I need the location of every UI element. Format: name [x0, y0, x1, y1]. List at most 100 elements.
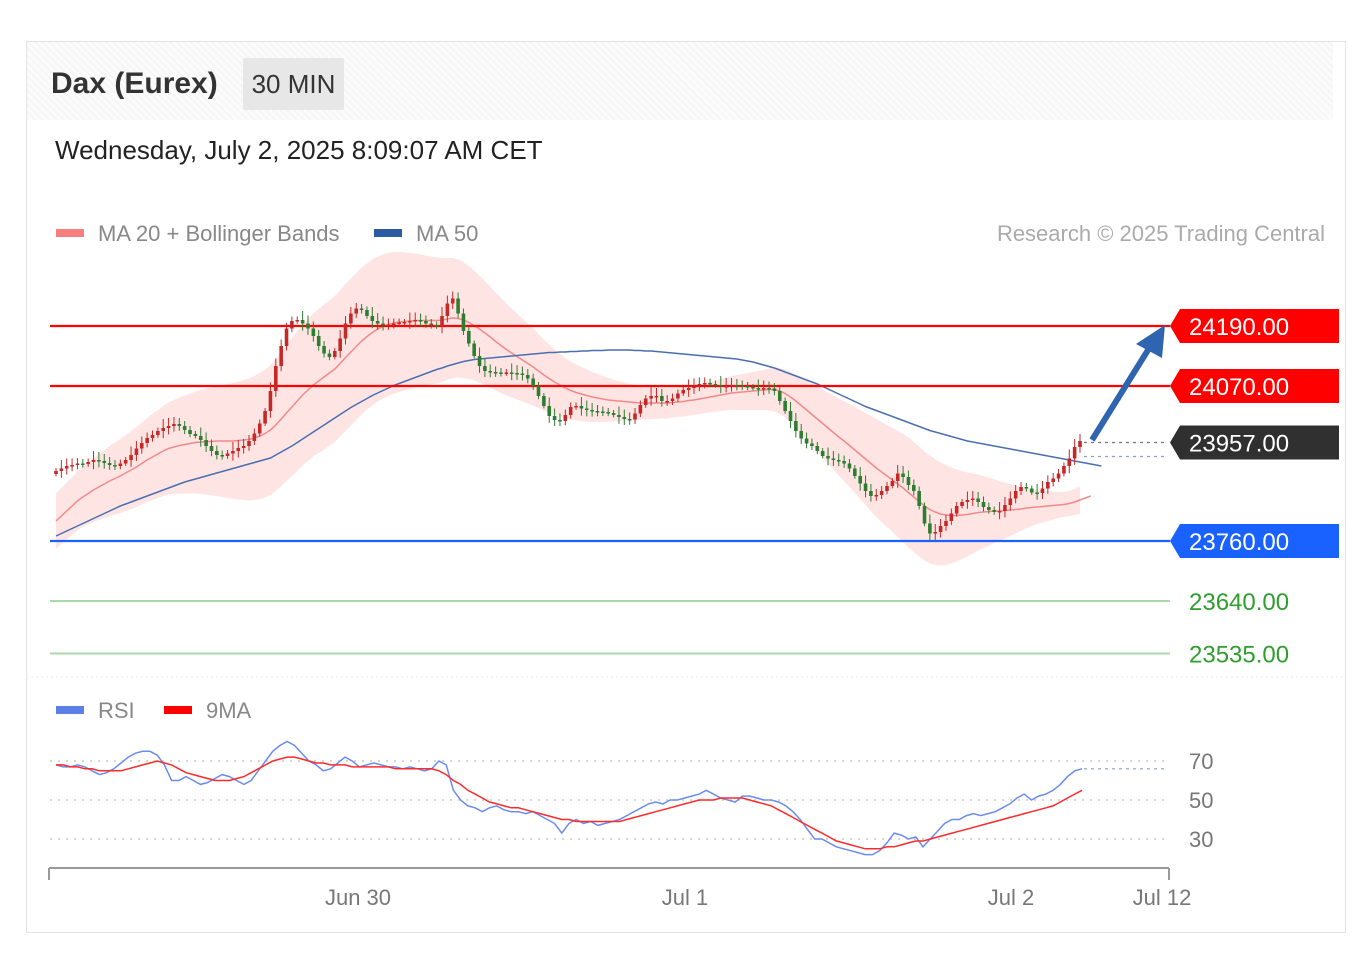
candle-body	[542, 396, 546, 406]
candle-body	[917, 491, 921, 506]
candle-body	[349, 313, 353, 324]
candle-body	[456, 298, 460, 314]
level-label-2: 23957.00	[1189, 431, 1289, 458]
candle-body	[332, 351, 337, 357]
candle-body	[847, 463, 852, 469]
candle-body	[584, 408, 589, 410]
forecast-arrow-head	[1136, 325, 1165, 358]
candle-body	[472, 343, 476, 356]
candle-body	[965, 500, 970, 502]
candle-body	[231, 451, 235, 454]
candle-body	[767, 388, 771, 390]
candle-body	[263, 411, 267, 424]
candle-body	[139, 443, 144, 449]
candle-body	[102, 461, 107, 463]
candle-body	[735, 385, 739, 387]
candle-body	[799, 431, 804, 439]
candle-body	[901, 473, 905, 477]
candle-body	[1003, 505, 1007, 511]
candle-body	[477, 356, 482, 366]
candle-body	[853, 468, 857, 476]
candle-body	[601, 411, 605, 413]
level-tag-0	[1170, 309, 1339, 343]
candle-body	[1051, 478, 1055, 482]
candle-body	[198, 436, 203, 440]
level-label-5: 23535.00	[1189, 642, 1289, 669]
legend-9ma-label: 9MA	[206, 698, 252, 723]
candle-body	[397, 322, 401, 324]
candle-body	[772, 388, 777, 391]
candle-body	[343, 323, 348, 339]
candle-body	[1056, 473, 1061, 479]
candle-body	[391, 323, 396, 325]
candle-body	[820, 451, 825, 456]
candle-body	[740, 385, 745, 387]
candle-body	[997, 511, 1002, 513]
chart-header: Dax (Eurex) 30 MIN	[27, 42, 1333, 120]
candle-body	[670, 398, 675, 401]
candle-body	[928, 523, 932, 534]
candle-body	[295, 320, 300, 322]
instrument-title: Dax (Eurex)	[51, 67, 218, 100]
legend-swatch-9ma	[164, 706, 192, 714]
candle-body	[236, 448, 241, 451]
candle-body	[113, 465, 117, 467]
candle-body	[960, 502, 964, 506]
candle-body	[182, 426, 187, 430]
candle-body	[654, 396, 659, 398]
candle-body	[863, 483, 868, 491]
candle-body	[381, 323, 385, 325]
candle-body	[981, 502, 986, 507]
candle-body	[461, 313, 466, 331]
candle-body	[933, 532, 938, 534]
candle-body	[257, 423, 262, 434]
candle-body	[970, 498, 975, 500]
candle-body	[493, 372, 498, 374]
candle-body	[177, 424, 182, 426]
candle-body	[172, 424, 176, 426]
candle-body	[467, 331, 471, 344]
candle-body	[783, 401, 787, 411]
candle-body	[204, 440, 208, 446]
candle-body	[531, 378, 535, 386]
candle-body	[804, 438, 809, 444]
candle-body	[1008, 498, 1013, 505]
candle-body	[209, 446, 214, 451]
candle-body	[81, 463, 85, 465]
legend-rsi-label: RSI	[98, 698, 135, 723]
level-tag-3	[1170, 524, 1339, 558]
level-label-4: 23640.00	[1189, 589, 1289, 616]
candle-body	[579, 406, 584, 409]
candle-body	[649, 396, 653, 399]
candle-body	[166, 426, 171, 428]
candle-body	[638, 405, 643, 414]
candle-body	[568, 407, 573, 415]
legend-swatch-rsi	[56, 706, 84, 714]
rsi-line	[55, 740, 1083, 856]
candle-body	[692, 386, 696, 388]
candle-body	[322, 346, 326, 354]
candle-body	[188, 430, 192, 434]
candle-body	[418, 320, 423, 322]
candle-body	[756, 388, 761, 390]
candle-body	[606, 412, 611, 414]
x-tick-1: Jul 1	[662, 885, 708, 910]
timestamp: Wednesday, July 2, 2025 8:09:07 AM CET	[55, 135, 543, 165]
ma50-line	[55, 349, 1102, 537]
x-tick-2: Jul 2	[988, 885, 1034, 910]
candle-body	[75, 463, 80, 465]
candle-body	[686, 388, 691, 390]
candle-body	[751, 387, 755, 389]
rsi-ma-line	[56, 756, 1083, 850]
candle-body	[274, 366, 278, 391]
candle-body	[268, 391, 273, 411]
candle-body	[858, 476, 862, 484]
candle-body	[558, 420, 562, 422]
candle-body	[483, 366, 487, 371]
candle-body	[215, 451, 219, 455]
candle-body	[306, 323, 310, 329]
interval-badge[interactable]: 30 MIN	[243, 58, 344, 110]
rsi-tick-50: 50	[1189, 788, 1213, 813]
candle-body	[408, 321, 412, 323]
candle-body	[402, 322, 407, 324]
